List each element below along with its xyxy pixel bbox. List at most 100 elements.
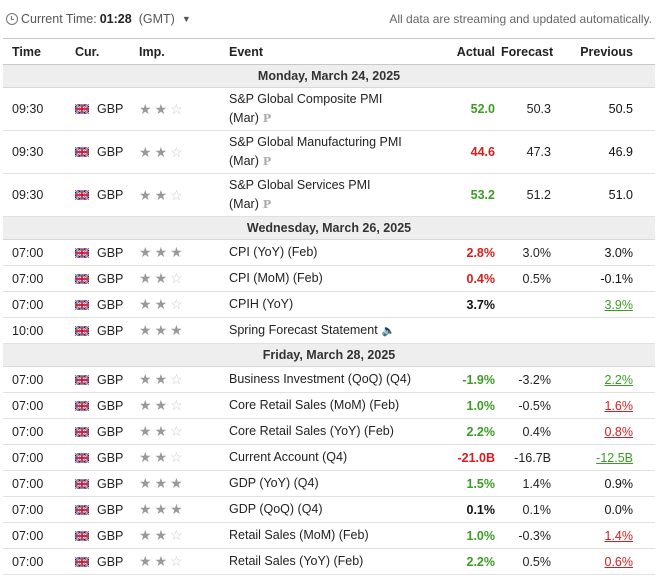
event-forecast: 0.4% [501,418,569,445]
table-row[interactable]: 07:00 GBP ★ ★ ★ GDP (YoY) (Q4) 1.5% 1.4% 0.9% [3,470,655,497]
chevron-down-icon[interactable]: ▼ [181,14,191,24]
event-title[interactable]: S&P Global Manufacturing PMI (Mar) [229,135,402,168]
event-currency: GBP [75,291,139,318]
day-header-row: Wednesday, March 26, 2025 [3,216,655,240]
event-previous: 3.0% [569,239,655,266]
event-time: 07:00 [3,291,75,318]
event-title[interactable]: Core Retail Sales (MoM) (Feb) [229,398,400,412]
table-row[interactable]: 07:00 GBP ★ ★ ☆ Core Retail Sales (MoM) (Feb)… [3,392,655,419]
event-name[interactable]: Spring Forecast Statement 🔈 [229,317,417,344]
table-row[interactable]: 07:00 GBP ★ ★ ☆ Current Account (Q4) -21.0B -16… [3,444,655,471]
event-name[interactable]: Core Retail Sales (YoY) (Feb) [229,418,417,445]
event-forecast: 51.2 [501,173,569,217]
table-row[interactable]: 07:00 GBP ★ ★ ☆ Retail Sales (MoM) (Feb) 1.0% -… [3,522,655,549]
event-name[interactable]: S&P Global Manufacturing PMI (Mar) P [229,130,417,174]
previous-value: 50.5 [608,102,633,116]
star-filled-icon: ★ [139,322,152,338]
table-row[interactable]: 07:00 GBP ★ ★ ☆ Retail Sales (YoY) (Feb) 2.2% 0… [3,548,655,575]
uk-flag-icon [75,325,89,336]
previous-value: -0.1% [600,271,633,286]
day-label: Wednesday, March 26, 2025 [3,216,655,240]
table-row[interactable]: 09:30 GBP ★ ★ ☆ S&P Global Manufacturing PMI … [3,130,655,174]
current-time-selector[interactable]: Current Time: 01:28 (GMT) ▼ [6,12,191,26]
event-forecast: -16.7B [501,444,569,471]
col-time[interactable]: Time [3,38,75,65]
event-actual: 0.1% [417,496,501,523]
day-label: Friday, March 28, 2025 [3,343,655,367]
col-previous[interactable]: Previous [569,38,655,65]
uk-flag-icon [75,273,89,284]
event-name[interactable]: CPIH (YoY) [229,291,417,318]
event-currency: GBP [75,265,139,292]
table-row[interactable]: 09:30 GBP ★ ★ ☆ S&P Global Services PMI (Mar)… [3,173,655,217]
event-title[interactable]: Spring Forecast Statement [229,322,378,337]
event-title[interactable]: GDP (YoY) (Q4) [229,476,319,490]
event-actual: -1.9% [417,366,501,393]
event-actual [417,317,501,344]
uk-flag-icon [75,247,89,258]
star-filled-icon: ★ [154,397,168,413]
table-row[interactable]: 07:00 GBP ★ ★ ☆ Core Retail Sales (YoY) (Feb)… [3,418,655,445]
table-row[interactable]: 09:30 GBP ★ ★ ☆ S&P Global Composite PMI (Mar… [3,87,655,131]
event-forecast [501,291,569,318]
event-importance: ★ ★ ☆ [139,548,229,575]
event-title[interactable]: Retail Sales (YoY) (Feb) [229,554,364,568]
table-row[interactable]: 10:00 GBP ★ ★ ★ Spring Forecast Statement 🔈 [3,317,655,344]
event-currency: GBP [75,522,139,549]
star-filled-icon: ★ [154,100,168,117]
uk-flag-icon [75,400,89,411]
table-body: Monday, March 24, 2025 09:30 GBP ★ ★ ☆ S&P Glo… [3,64,655,575]
table-row[interactable]: 07:00 GBP ★ ★ ★ CPI (YoY) (Feb) 2.8% 3.0% 3.0% [3,239,655,266]
event-title[interactable]: CPI (MoM) (Feb) [229,271,323,285]
col-importance[interactable]: Imp. [139,38,229,65]
col-event[interactable]: Event [229,38,417,65]
event-name[interactable]: Retail Sales (MoM) (Feb) [229,522,417,549]
event-time: 07:00 [3,496,75,523]
event-name[interactable]: GDP (QoQ) (Q4) [229,496,417,523]
event-currency: GBP [75,87,139,131]
uk-flag-icon [75,104,89,114]
event-title[interactable]: CPI (YoY) (Feb) [229,245,318,259]
event-actual: 53.2 [417,173,501,217]
event-name[interactable]: S&P Global Composite PMI (Mar) P [229,87,417,131]
event-forecast: 3.0% [501,239,569,266]
table-row[interactable]: 07:00 GBP ★ ★ ★ GDP (QoQ) (Q4) 0.1% 0.1% 0.0% [3,496,655,523]
previous-value: 0.6% [604,554,634,569]
star-filled-icon: ★ [170,322,183,338]
currency-code: GBP [97,323,124,338]
event-importance: ★ ★ ☆ [139,444,229,471]
event-title[interactable]: CPIH (YoY) [229,297,294,311]
event-name[interactable]: GDP (YoY) (Q4) [229,470,417,497]
clock-icon [6,13,18,25]
top-bar: Current Time: 01:28 (GMT) ▼ All data are… [0,0,658,38]
event-name[interactable]: Core Retail Sales (MoM) (Feb) [229,392,417,419]
event-name[interactable]: S&P Global Services PMI (Mar) P [229,173,417,217]
event-name[interactable]: Business Investment (QoQ) (Q4) [229,366,417,393]
col-actual[interactable]: Actual [417,38,501,65]
event-title[interactable]: S&P Global Services PMI (Mar) [229,178,371,211]
event-name[interactable]: Current Account (Q4) [229,444,417,471]
event-title[interactable]: Business Investment (QoQ) (Q4) [229,372,412,386]
star-filled-icon: ★ [139,423,152,439]
event-title[interactable]: Current Account (Q4) [229,450,348,464]
event-actual: 2.2% [417,418,501,445]
event-title[interactable]: Retail Sales (MoM) (Feb) [229,528,369,542]
preliminary-icon: P [262,155,272,168]
event-title[interactable]: Core Retail Sales (YoY) (Feb) [229,424,394,438]
event-importance: ★ ★ ☆ [139,130,229,174]
event-name[interactable]: Retail Sales (YoY) (Feb) [229,548,417,575]
star-filled-icon: ★ [139,270,152,286]
col-currency[interactable]: Cur. [75,38,139,65]
table-row[interactable]: 07:00 GBP ★ ★ ☆ CPI (MoM) (Feb) 0.4% 0.5% -0.1% [3,265,655,292]
uk-flag-icon [75,556,89,567]
table-row[interactable]: 07:00 GBP ★ ★ ☆ Business Investment (QoQ) (Q4… [3,366,655,393]
table-row[interactable]: 07:00 GBP ★ ★ ☆ CPIH (YoY) 3.7% 3.9% [3,291,655,318]
event-title[interactable]: GDP (QoQ) (Q4) [229,502,323,516]
previous-value: 46.9 [608,145,633,159]
event-time: 09:30 [3,130,75,174]
event-name[interactable]: CPI (MoM) (Feb) [229,265,417,292]
col-forecast[interactable]: Forecast [501,38,569,65]
event-previous: 1.6% [569,392,655,419]
event-title[interactable]: S&P Global Composite PMI (Mar) [229,92,383,125]
event-name[interactable]: CPI (YoY) (Feb) [229,239,417,266]
